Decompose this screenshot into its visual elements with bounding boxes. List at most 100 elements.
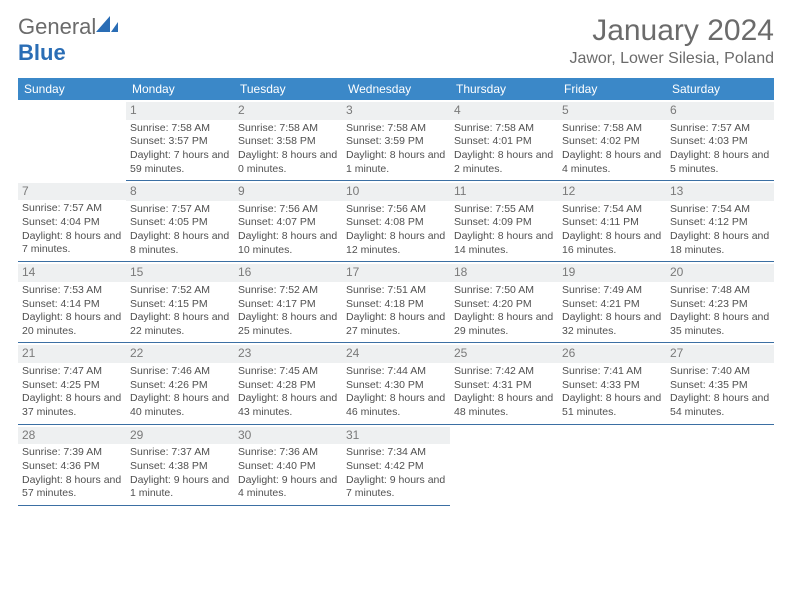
calendar-cell: 24Sunrise: 7:44 AMSunset: 4:30 PMDayligh… xyxy=(342,343,450,424)
daylight-line: Daylight: 8 hours and 4 minutes. xyxy=(562,149,662,176)
calendar-cell: 28Sunrise: 7:39 AMSunset: 4:36 PMDayligh… xyxy=(18,424,126,505)
day-number: 12 xyxy=(558,183,666,201)
sunrise-line: Sunrise: 7:41 AM xyxy=(562,365,662,379)
daylight-line: Daylight: 9 hours and 7 minutes. xyxy=(346,474,446,501)
day-number: 2 xyxy=(234,102,342,120)
daylight-line: Daylight: 8 hours and 20 minutes. xyxy=(22,311,122,338)
day-number: 18 xyxy=(450,264,558,282)
daylight-line: Daylight: 8 hours and 16 minutes. xyxy=(562,230,662,257)
calendar-cell: 18Sunrise: 7:50 AMSunset: 4:20 PMDayligh… xyxy=(450,262,558,343)
daylight-line: Daylight: 8 hours and 54 minutes. xyxy=(670,392,770,419)
day-number: 20 xyxy=(666,264,774,282)
day-number: 23 xyxy=(234,345,342,363)
location-text: Jawor, Lower Silesia, Poland xyxy=(569,50,774,68)
sunset-line: Sunset: 4:20 PM xyxy=(454,298,554,312)
sunrise-line: Sunrise: 7:42 AM xyxy=(454,365,554,379)
calendar-row: 21Sunrise: 7:47 AMSunset: 4:25 PMDayligh… xyxy=(18,343,774,424)
sunset-line: Sunset: 4:21 PM xyxy=(562,298,662,312)
daylight-line: Daylight: 8 hours and 22 minutes. xyxy=(130,311,230,338)
sunset-line: Sunset: 4:30 PM xyxy=(346,379,446,393)
calendar-row: 28Sunrise: 7:39 AMSunset: 4:36 PMDayligh… xyxy=(18,424,774,505)
calendar-row: 14Sunrise: 7:53 AMSunset: 4:14 PMDayligh… xyxy=(18,262,774,343)
daylight-line: Daylight: 8 hours and 48 minutes. xyxy=(454,392,554,419)
calendar-row: 1Sunrise: 7:58 AMSunset: 3:57 PMDaylight… xyxy=(18,100,774,181)
calendar-cell: 25Sunrise: 7:42 AMSunset: 4:31 PMDayligh… xyxy=(450,343,558,424)
sunrise-line: Sunrise: 7:58 AM xyxy=(562,122,662,136)
calendar-cell: 8Sunrise: 7:57 AMSunset: 4:05 PMDaylight… xyxy=(126,181,234,262)
daylight-line: Daylight: 8 hours and 18 minutes. xyxy=(670,230,770,257)
calendar-cell: 11Sunrise: 7:55 AMSunset: 4:09 PMDayligh… xyxy=(450,181,558,262)
logo-text: General Blue xyxy=(18,14,118,66)
daylight-line: Daylight: 7 hours and 59 minutes. xyxy=(130,149,230,176)
calendar-cell: 29Sunrise: 7:37 AMSunset: 4:38 PMDayligh… xyxy=(126,424,234,505)
day-number: 29 xyxy=(126,427,234,445)
col-header: Thursday xyxy=(450,78,558,100)
daylight-line: Daylight: 8 hours and 8 minutes. xyxy=(130,230,230,257)
sunset-line: Sunset: 4:31 PM xyxy=(454,379,554,393)
calendar-cell: 30Sunrise: 7:36 AMSunset: 4:40 PMDayligh… xyxy=(234,424,342,505)
sunset-line: Sunset: 4:17 PM xyxy=(238,298,338,312)
day-number: 21 xyxy=(18,345,126,363)
sunrise-line: Sunrise: 7:48 AM xyxy=(670,284,770,298)
calendar-cell: 19Sunrise: 7:49 AMSunset: 4:21 PMDayligh… xyxy=(558,262,666,343)
sunrise-line: Sunrise: 7:58 AM xyxy=(238,122,338,136)
sunset-line: Sunset: 4:12 PM xyxy=(670,216,770,230)
calendar-cell: 31Sunrise: 7:34 AMSunset: 4:42 PMDayligh… xyxy=(342,424,450,505)
sunrise-line: Sunrise: 7:57 AM xyxy=(22,202,122,216)
calendar-cell: 26Sunrise: 7:41 AMSunset: 4:33 PMDayligh… xyxy=(558,343,666,424)
sunset-line: Sunset: 4:04 PM xyxy=(22,216,122,230)
calendar-head: Sunday Monday Tuesday Wednesday Thursday… xyxy=(18,78,774,100)
day-number: 9 xyxy=(234,183,342,201)
sunrise-line: Sunrise: 7:56 AM xyxy=(346,203,446,217)
daylight-line: Daylight: 8 hours and 37 minutes. xyxy=(22,392,122,419)
calendar-cell: 14Sunrise: 7:53 AMSunset: 4:14 PMDayligh… xyxy=(18,262,126,343)
sunset-line: Sunset: 4:03 PM xyxy=(670,135,770,149)
calendar-cell: 2Sunrise: 7:58 AMSunset: 3:58 PMDaylight… xyxy=(234,100,342,181)
page-header: General Blue January 2024 Jawor, Lower S… xyxy=(18,14,774,68)
col-header: Sunday xyxy=(18,78,126,100)
logo-word-2: Blue xyxy=(18,40,66,65)
sunset-line: Sunset: 4:36 PM xyxy=(22,460,122,474)
calendar-cell: 5 Sunrise: 7:58 AMSunset: 4:02 PMDaylight… xyxy=(558,100,666,181)
calendar-cell: 9Sunrise: 7:56 AMSunset: 4:07 PMDaylight… xyxy=(234,181,342,262)
day-number: 17 xyxy=(342,264,450,282)
calendar-cell: 3Sunrise: 7:58 AMSunset: 3:59 PMDaylight… xyxy=(342,100,450,181)
sunset-line: Sunset: 4:33 PM xyxy=(562,379,662,393)
sunset-line: Sunset: 4:18 PM xyxy=(346,298,446,312)
sunset-line: Sunset: 4:35 PM xyxy=(670,379,770,393)
calendar-cell: 17Sunrise: 7:51 AMSunset: 4:18 PMDayligh… xyxy=(342,262,450,343)
calendar-cell: 6Sunrise: 7:57 AMSunset: 4:03 PMDaylight… xyxy=(666,100,774,181)
calendar-cell xyxy=(450,424,558,505)
day-number: 4 xyxy=(450,102,558,120)
sunrise-line: Sunrise: 7:39 AM xyxy=(22,446,122,460)
sunset-line: Sunset: 4:02 PM xyxy=(562,135,662,149)
sunset-line: Sunset: 3:57 PM xyxy=(130,135,230,149)
day-number: 31 xyxy=(342,427,450,445)
calendar-row: 7Sunrise: 7:57 AMSunset: 4:04 PMDaylight… xyxy=(18,181,774,262)
sunset-line: Sunset: 4:14 PM xyxy=(22,298,122,312)
calendar-cell: 4Sunrise: 7:58 AMSunset: 4:01 PMDaylight… xyxy=(450,100,558,181)
sunrise-line: Sunrise: 7:56 AM xyxy=(238,203,338,217)
month-title: January 2024 xyxy=(569,14,774,48)
sunrise-line: Sunrise: 7:50 AM xyxy=(454,284,554,298)
daylight-line: Daylight: 8 hours and 32 minutes. xyxy=(562,311,662,338)
day-number: 24 xyxy=(342,345,450,363)
sunrise-line: Sunrise: 7:46 AM xyxy=(130,365,230,379)
calendar-table: Sunday Monday Tuesday Wednesday Thursday… xyxy=(18,78,774,506)
day-number: 16 xyxy=(234,264,342,282)
day-number: 3 xyxy=(342,102,450,120)
daylight-line: Daylight: 8 hours and 14 minutes. xyxy=(454,230,554,257)
daylight-line: Daylight: 8 hours and 7 minutes. xyxy=(22,230,122,257)
day-number: 26 xyxy=(558,345,666,363)
calendar-cell xyxy=(18,100,126,181)
sunrise-line: Sunrise: 7:54 AM xyxy=(670,203,770,217)
day-number: 5 xyxy=(558,102,666,120)
daylight-line: Daylight: 8 hours and 10 minutes. xyxy=(238,230,338,257)
sunrise-line: Sunrise: 7:51 AM xyxy=(346,284,446,298)
daylight-line: Daylight: 9 hours and 1 minute. xyxy=(130,474,230,501)
sunset-line: Sunset: 4:09 PM xyxy=(454,216,554,230)
sunrise-line: Sunrise: 7:45 AM xyxy=(238,365,338,379)
col-header: Saturday xyxy=(666,78,774,100)
sunrise-line: Sunrise: 7:34 AM xyxy=(346,446,446,460)
calendar-cell: 12Sunrise: 7:54 AMSunset: 4:11 PMDayligh… xyxy=(558,181,666,262)
